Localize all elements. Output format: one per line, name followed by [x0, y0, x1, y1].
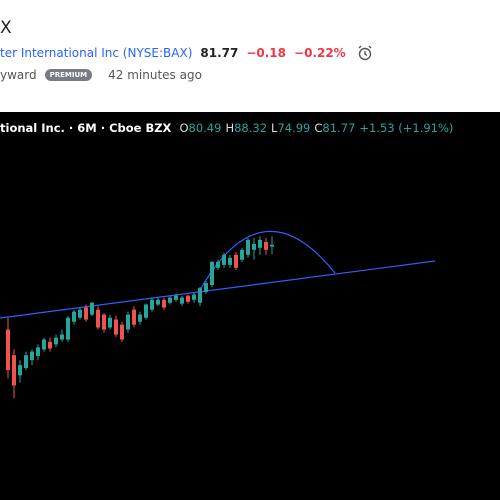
ohlc-key: L: [271, 121, 278, 135]
candle-body: [120, 324, 124, 340]
candle-body: [12, 355, 16, 386]
arc-drawing: [199, 230, 336, 291]
candle-body: [108, 317, 112, 328]
chart-panel: tional Inc. · 6M · Cboe BZX O 80.49 H 88.32…: [0, 112, 500, 500]
candle-body: [84, 307, 88, 320]
title-row: X: [0, 18, 12, 38]
candle-body: [48, 341, 52, 349]
premium-badge: PREMIUM: [44, 69, 93, 81]
candle-body: [216, 261, 220, 268]
ohlc-value: 80.49: [188, 121, 222, 135]
author[interactable]: yward: [0, 68, 37, 82]
candle-body: [156, 299, 160, 305]
candle-body: [42, 339, 46, 350]
ohlc-key: C: [314, 121, 323, 135]
candle-body: [270, 244, 274, 247]
price: 81.77: [200, 46, 239, 60]
post-header: X ter International Inc (NYSE:BAX) 81.77…: [0, 0, 500, 113]
ohlc-value: 88.32: [234, 121, 268, 135]
candle-body: [72, 311, 76, 322]
author-row: yward PREMIUM 42 minutes ago: [0, 68, 202, 82]
candle-body: [234, 254, 238, 268]
candle-body: [102, 314, 106, 330]
candle-body: [204, 283, 208, 292]
time: 42 minutes ago: [108, 68, 202, 82]
candle-body: [240, 249, 244, 260]
candle-body: [210, 261, 214, 286]
candle-body: [228, 257, 232, 265]
candle-body: [18, 365, 22, 376]
candle-body: [90, 302, 94, 315]
candle-body: [246, 239, 250, 255]
trend-line: [0, 260, 436, 319]
change: −0.18: [246, 46, 287, 60]
change-percent: −0.22%: [294, 46, 346, 60]
candle-body: [198, 288, 202, 303]
candle-body: [78, 309, 82, 318]
candle-body: [186, 295, 190, 302]
candle-body: [36, 347, 40, 356]
ohlc-value: 74.99: [277, 121, 311, 135]
title: X: [0, 18, 12, 38]
candle-body: [6, 329, 10, 371]
candle-body: [138, 314, 142, 322]
candle-body: [96, 309, 100, 328]
candle-body: [54, 337, 58, 345]
symbol-row: ter International Inc (NYSE:BAX) 81.77 −…: [0, 44, 374, 62]
candle-body: [150, 299, 154, 310]
ohlc-key: H: [225, 121, 235, 135]
candle-body: [162, 299, 166, 308]
ohlc-key: O: [179, 121, 189, 135]
candle-body: [264, 241, 268, 250]
candle-body: [174, 295, 178, 300]
change-label: +1.53 (+1.91%): [359, 121, 454, 135]
candle-body: [144, 304, 148, 318]
candle-body: [192, 294, 196, 300]
candle-body: [66, 317, 70, 340]
alert-icon[interactable]: [356, 44, 374, 62]
candle-body: [60, 334, 64, 340]
candle-body: [132, 309, 136, 325]
candle-body: [114, 319, 118, 335]
chart: [0, 230, 436, 399]
chart-legend: tional Inc. · 6M · Cboe BZX O 80.49 H 88.32…: [0, 121, 457, 135]
candle-body: [180, 297, 184, 304]
candle-body: [126, 314, 130, 330]
candle-body: [258, 239, 262, 248]
candle-body: [252, 243, 256, 250]
candle-body: [222, 254, 226, 265]
ohlc-value: 81.77: [322, 121, 356, 135]
chart-title: tional Inc. · 6M · Cboe BZX: [0, 121, 172, 135]
candle-body: [30, 351, 34, 361]
candle-body: [168, 297, 172, 303]
symbol-link[interactable]: ter International Inc (NYSE:BAX): [0, 46, 193, 60]
candle-body: [24, 355, 28, 369]
